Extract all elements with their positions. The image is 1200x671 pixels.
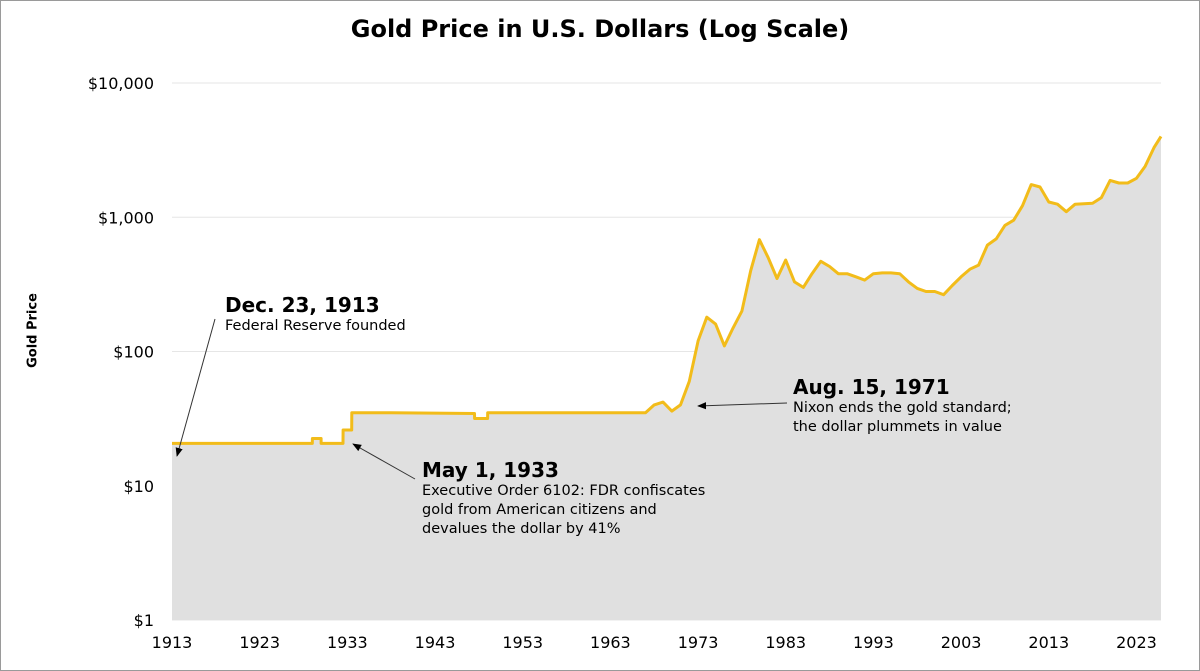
annotation-text: Federal Reserve founded	[225, 318, 406, 334]
x-tick-label: 1983	[765, 633, 806, 652]
arrow-1971	[697, 402, 788, 410]
x-tick-label: 1913	[152, 633, 193, 652]
x-tick-label: 1973	[678, 633, 719, 652]
y-tick-label: $1	[134, 611, 154, 630]
annotation-date: May 1, 1933	[422, 458, 559, 482]
price-area-fill	[172, 136, 1161, 620]
y-tick-label: $1,000	[98, 208, 154, 227]
annotation-date: Dec. 23, 1913	[225, 293, 380, 317]
annotation-text: Executive Order 6102: FDR confiscates	[422, 483, 706, 499]
x-tick-label: 1933	[327, 633, 368, 652]
x-tick-label: 1943	[415, 633, 456, 652]
x-tick-label: 1923	[239, 633, 280, 652]
annotation-1971: Aug. 15, 1971 Nixon ends the gold standa…	[793, 375, 1012, 437]
annotation-text: gold from American citizens and	[422, 502, 657, 518]
annotation-date: Aug. 15, 1971	[793, 375, 950, 399]
x-tick-label: 1963	[590, 633, 631, 652]
arrow-1913	[175, 318, 216, 457]
arrow-1933	[352, 443, 416, 480]
y-tick-label: $10	[123, 477, 154, 496]
annotation-text: devalues the dollar by 41%	[422, 521, 621, 537]
annotation-1913: Dec. 23, 1913 Federal Reserve founded	[225, 293, 406, 336]
axis-ticks: $1 $10 $100 $1,000 $10,000 1913 1923 1933 1943 19…	[88, 74, 1157, 652]
x-tick-label: 1993	[853, 633, 894, 652]
annotation-text: Nixon ends the gold standard;	[793, 400, 1012, 416]
price-line	[172, 135, 1163, 445]
x-tick-label: 2013	[1028, 633, 1069, 652]
x-tick-label: 2003	[941, 633, 982, 652]
y-tick-label: $100	[113, 343, 154, 362]
annotation-text: the dollar plummets in value	[793, 419, 1002, 435]
x-tick-label: 2023	[1116, 633, 1157, 652]
annotation-1933: May 1, 1933 Executive Order 6102: FDR co…	[422, 458, 705, 539]
y-tick-label: $10,000	[88, 74, 154, 93]
x-tick-label: 1953	[502, 633, 543, 652]
chart-title: Gold Price in U.S. Dollars (Log Scale)	[350, 15, 850, 43]
